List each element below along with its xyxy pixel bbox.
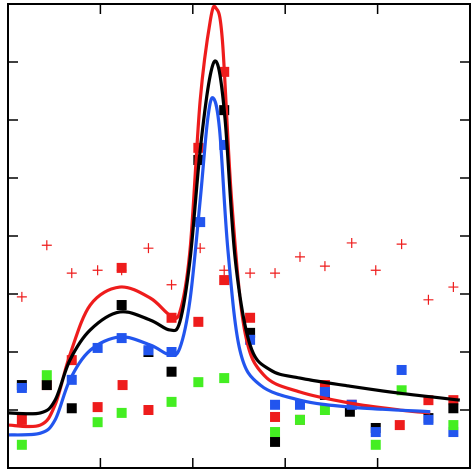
- square-marker: [193, 377, 204, 388]
- plus-marker: [346, 237, 357, 248]
- square-marker: [41, 380, 52, 391]
- square-marker: [116, 407, 127, 418]
- plus-marker: [143, 243, 154, 254]
- square-marker: [117, 380, 128, 391]
- curve: [7, 4, 431, 429]
- square-marker: [319, 387, 330, 398]
- square-marker: [396, 385, 407, 396]
- plus-marker: [92, 265, 103, 276]
- square-marker: [166, 366, 177, 377]
- square-marker: [92, 417, 103, 428]
- square-marker: [448, 403, 459, 414]
- plus-marker: [370, 265, 381, 276]
- square-marker: [370, 439, 381, 450]
- square-marker: [195, 217, 206, 228]
- square-marker: [245, 312, 256, 323]
- plus-marker: [294, 251, 305, 262]
- square-marker: [219, 373, 230, 384]
- square-marker: [16, 382, 27, 393]
- square-marker: [166, 347, 177, 357]
- square-marker: [92, 402, 103, 413]
- square-marker: [448, 427, 459, 438]
- square-marker: [16, 414, 27, 425]
- square-marker: [370, 427, 381, 438]
- square-marker: [294, 414, 305, 425]
- square-marker: [245, 327, 256, 338]
- square-marker: [143, 345, 154, 356]
- plus-marker: [396, 239, 407, 250]
- plus-marker: [16, 291, 27, 302]
- plot-area: [8, 4, 470, 468]
- square-marker: [396, 364, 407, 375]
- square-marker: [270, 436, 281, 447]
- square-marker: [116, 262, 127, 273]
- plus-marker: [245, 268, 256, 279]
- square-marker: [270, 427, 281, 438]
- square-marker: [423, 414, 434, 425]
- square-marker: [166, 396, 177, 407]
- square-marker: [92, 342, 103, 353]
- square-marker: [448, 420, 459, 431]
- curve: [7, 59, 461, 416]
- square-marker: [116, 300, 127, 311]
- plus-marker: [166, 279, 177, 290]
- plus-marker: [423, 294, 434, 305]
- plus-marker: [319, 261, 330, 272]
- square-marker: [219, 275, 230, 286]
- plus-marker: [219, 265, 230, 276]
- square-marker: [294, 399, 305, 410]
- square-marker: [319, 380, 330, 391]
- square-marker: [344, 406, 355, 417]
- square-marker: [270, 399, 281, 410]
- square-marker: [16, 439, 27, 450]
- square-marker: [270, 411, 281, 422]
- square-marker: [66, 355, 77, 366]
- square-marker: [394, 420, 405, 431]
- square-marker: [219, 139, 230, 150]
- square-marker: [143, 405, 154, 415]
- plot-frame: [7, 3, 471, 469]
- square-marker: [193, 316, 204, 327]
- square-marker: [66, 374, 77, 385]
- square-marker: [423, 395, 434, 406]
- square-marker: [319, 405, 330, 415]
- square-marker: [41, 370, 52, 381]
- square-marker: [66, 403, 77, 414]
- curve: [7, 96, 431, 437]
- plus-marker: [270, 268, 281, 279]
- plus-marker: [41, 240, 52, 251]
- plus-marker: [66, 268, 77, 279]
- plus-marker: [448, 282, 459, 293]
